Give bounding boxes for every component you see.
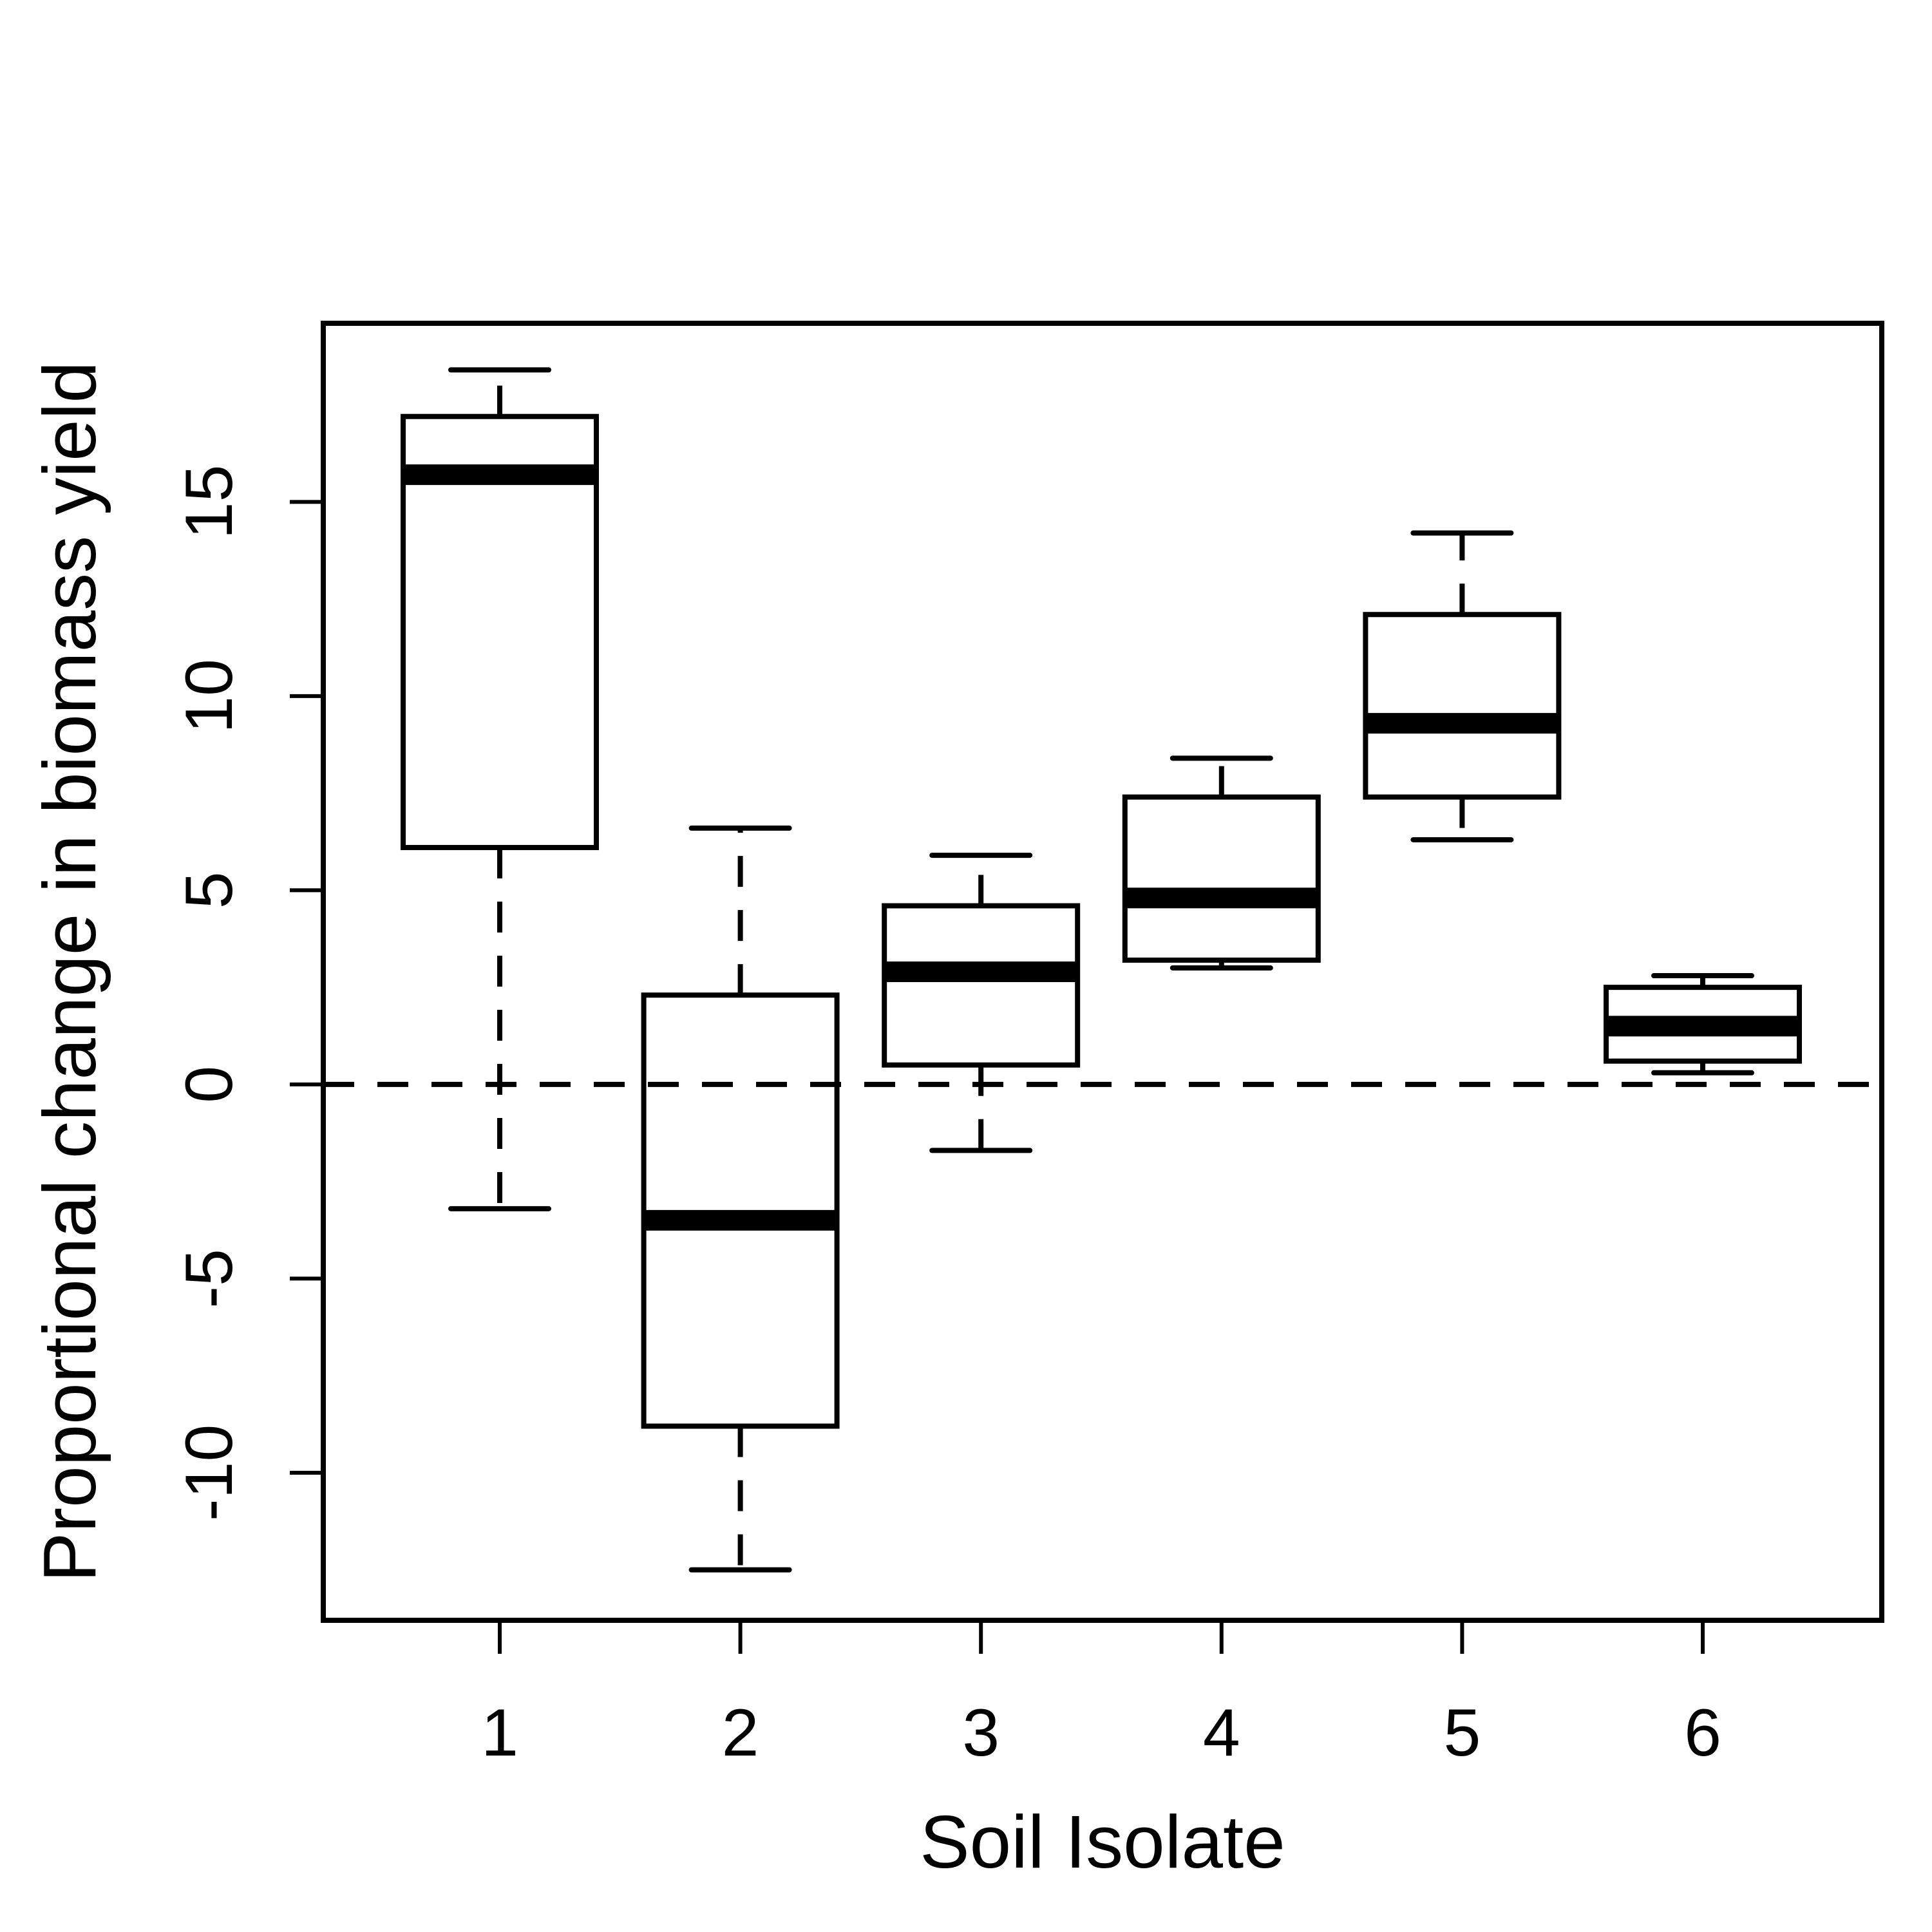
interquartile-box <box>1122 794 1321 963</box>
y-tick-label: 0 <box>172 1066 247 1103</box>
x-axis-title: Soil Isolate <box>920 1800 1285 1884</box>
y-axis: -10 -5 0 5 10 15 <box>172 465 323 1521</box>
y-axis-title: Proportional change in biomass yield <box>28 361 111 1582</box>
x-axis: 1 2 3 4 5 6 <box>481 1620 1721 1770</box>
y-tick-label: 10 <box>172 659 247 734</box>
box-isolate-1 <box>401 367 599 1211</box>
x-tick-label: 3 <box>962 1696 999 1770</box>
box-isolate-6 <box>1604 973 1802 1075</box>
x-tick-label: 4 <box>1203 1696 1240 1770</box>
x-tick-label: 6 <box>1684 1696 1721 1770</box>
plot-frame <box>321 321 1884 1623</box>
y-tick-label: -5 <box>172 1249 247 1308</box>
box-isolate-4 <box>1122 755 1321 971</box>
plot-area <box>323 367 1882 1573</box>
y-tick-label: 5 <box>172 871 247 909</box>
interquartile-box <box>882 903 1081 1068</box>
y-tick-label: 15 <box>172 465 247 540</box>
x-tick-label: 1 <box>481 1696 518 1770</box>
box-isolate-5 <box>1363 530 1562 842</box>
box-isolate-3 <box>882 853 1081 1153</box>
interquartile-box <box>401 413 599 851</box>
y-tick-label: -10 <box>172 1425 247 1521</box>
interquartile-box <box>1363 612 1562 800</box>
box-isolate-2 <box>641 825 840 1573</box>
x-tick-label: 2 <box>722 1696 759 1770</box>
x-tick-label: 5 <box>1443 1696 1481 1770</box>
